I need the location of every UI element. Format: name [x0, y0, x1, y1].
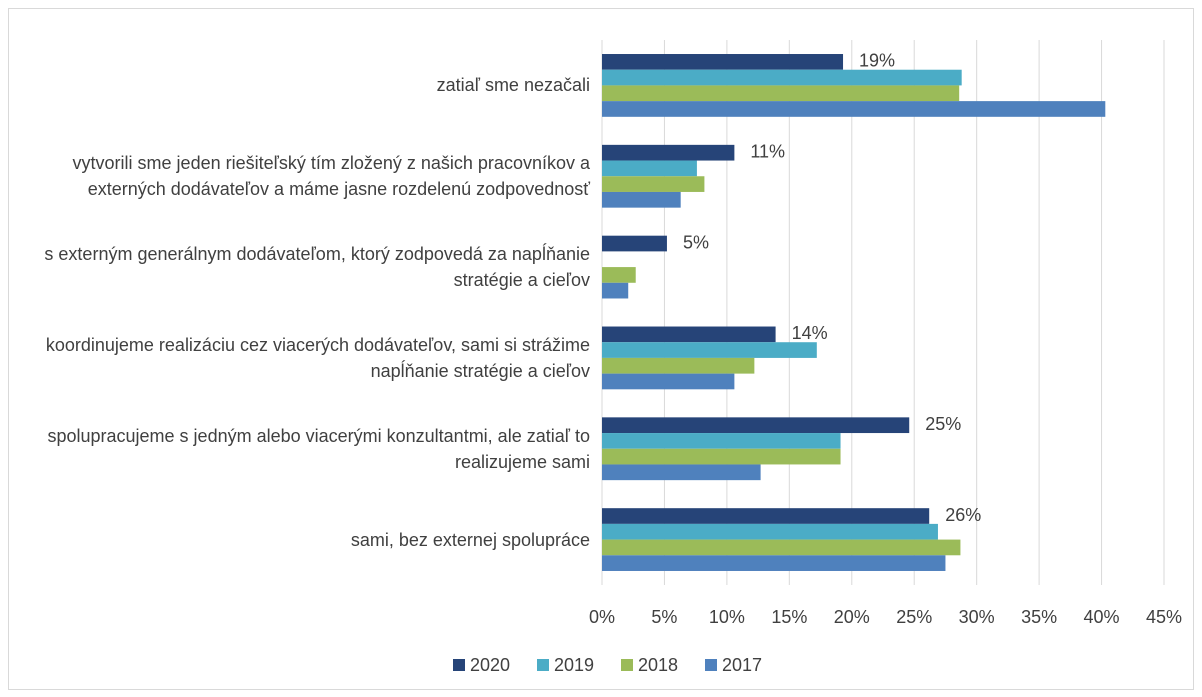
legend-label: 2020 [470, 655, 510, 675]
bar [602, 555, 946, 571]
bar [602, 342, 817, 358]
bar [602, 523, 938, 540]
data-label: 14% [792, 323, 828, 343]
legend-label: 2018 [638, 655, 678, 675]
x-tick-label: 15% [771, 607, 807, 627]
bar [602, 464, 761, 481]
category-label: zatiaľ sme nezačali [436, 75, 590, 96]
bar [602, 373, 735, 390]
legend-label: 2019 [554, 655, 594, 675]
data-label: 25% [925, 414, 961, 434]
bar [602, 85, 960, 102]
x-tick-label: 35% [1021, 607, 1057, 627]
category-label: s externým generálnym dodávateľom, ktorý… [44, 244, 590, 291]
x-tick-label: 20% [834, 607, 870, 627]
bar [602, 326, 776, 343]
legend-swatch [453, 659, 465, 671]
bar [602, 508, 930, 524]
chart-border [8, 8, 1194, 690]
x-tick-label: 25% [896, 607, 932, 627]
bar [602, 539, 961, 556]
data-label: 26% [945, 505, 981, 525]
bar [602, 417, 910, 434]
data-label: 11% [750, 141, 785, 161]
legend-swatch [705, 659, 717, 671]
x-tick-label: 40% [1084, 607, 1120, 627]
bar [602, 282, 629, 299]
x-tick-label: 5% [651, 607, 677, 627]
category-label: vytvorili sme jeden riešiteľský tím zlož… [72, 153, 590, 200]
legend-swatch [537, 659, 549, 671]
bar [602, 357, 755, 374]
bar [602, 160, 697, 177]
x-tick-label: 45% [1146, 607, 1182, 627]
data-label: 19% [859, 51, 895, 71]
bar [602, 235, 667, 252]
bar [602, 433, 841, 449]
bar [602, 54, 844, 70]
bar [602, 191, 681, 208]
bar [602, 267, 636, 283]
bar [602, 448, 841, 465]
legend-swatch [621, 659, 633, 671]
bar [602, 101, 1106, 117]
x-tick-label: 30% [959, 607, 995, 627]
data-label: 5% [683, 232, 709, 252]
bar [602, 144, 735, 161]
category-label: sami, bez externej spolupráce [350, 529, 590, 550]
legend-label: 2017 [722, 655, 762, 675]
category-label: koordinujeme realizáciu cez viacerých do… [45, 334, 590, 381]
bar [602, 176, 705, 192]
x-tick-label: 10% [709, 607, 745, 627]
category-label: spolupracujeme s jedným alebo viacerými … [47, 425, 590, 472]
x-tick-label: 0% [589, 607, 615, 627]
bar [602, 69, 962, 86]
